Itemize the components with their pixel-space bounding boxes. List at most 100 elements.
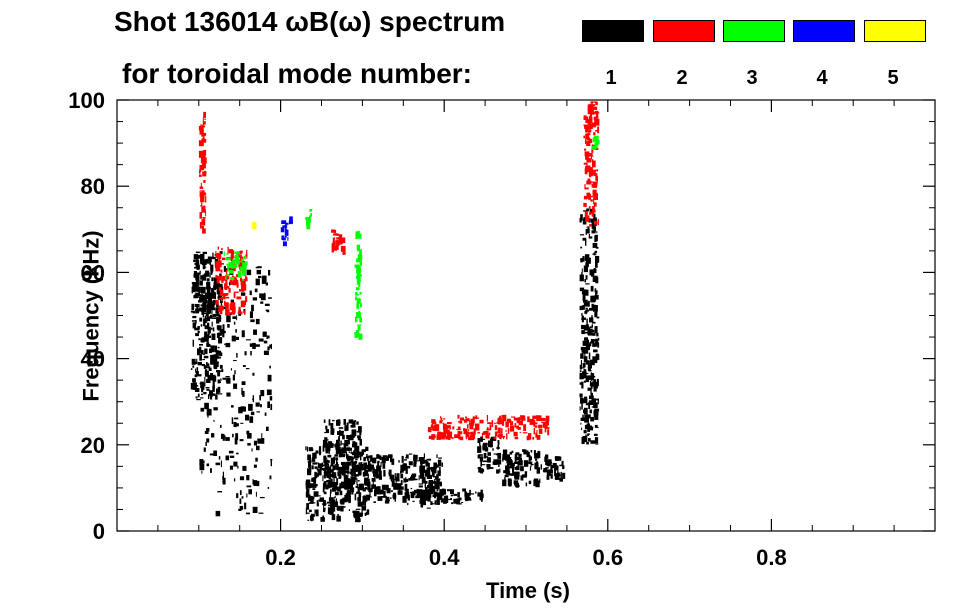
spectrum-point	[232, 316, 237, 319]
spectrum-point	[585, 127, 588, 133]
spectrum-point	[427, 485, 432, 488]
spectrum-point	[535, 458, 538, 461]
spectrum-point	[196, 358, 198, 364]
spectrum-point	[215, 313, 220, 317]
spectrum-point	[358, 495, 361, 502]
spectrum-point	[245, 278, 248, 282]
spectrum-point	[581, 402, 583, 410]
spectrum-point	[493, 459, 498, 462]
spectrum-point	[457, 414, 460, 419]
spectrum-point	[497, 440, 499, 444]
spectrum-point	[588, 127, 590, 133]
spectrum-point	[384, 473, 386, 476]
spectrum-point	[217, 386, 221, 393]
spectrum-point	[343, 474, 348, 477]
spectrum-point	[225, 296, 230, 299]
spectrum-point	[350, 479, 355, 484]
spectrum-point	[354, 447, 358, 451]
spectrum-point	[591, 230, 596, 234]
spectrum-point	[579, 367, 585, 369]
spectrum-point	[588, 117, 593, 123]
spectrum-point	[200, 397, 204, 399]
spectrum-point	[232, 250, 235, 254]
spectrum-point	[336, 486, 341, 492]
spectrum-point	[533, 418, 535, 423]
spectrum-point	[451, 502, 454, 505]
spectrum-point	[486, 464, 491, 468]
spectrum-point	[585, 360, 590, 365]
spectrum-point	[199, 346, 202, 354]
spectrum-point	[194, 267, 199, 269]
spectrum-point	[233, 279, 239, 286]
spectrum-point	[423, 453, 425, 458]
spectrum-point	[521, 476, 526, 478]
spectrum-point	[230, 277, 235, 281]
spectrum-point	[232, 276, 236, 281]
spectrum-point	[586, 180, 592, 185]
spectrum-point	[200, 258, 204, 265]
spectrum-point	[459, 436, 464, 441]
spectrum-point	[591, 183, 593, 188]
spectrum-point	[204, 331, 208, 338]
spectrum-point	[384, 457, 388, 461]
spectrum-point	[260, 293, 266, 301]
spectrum-point	[579, 406, 581, 411]
spectrum-point	[585, 171, 587, 173]
spectrum-point	[336, 478, 339, 486]
spectrum-point	[284, 236, 287, 238]
spectrum-point	[223, 293, 226, 300]
spectrum-point	[337, 472, 339, 476]
spectrum-point	[502, 454, 508, 460]
spectrum-point	[306, 446, 308, 452]
x-axis-label: Time (s)	[486, 578, 570, 603]
spectrum-point	[390, 457, 392, 463]
spectrum-point	[439, 420, 442, 424]
spectrum-point	[562, 465, 565, 470]
spectrum-point	[490, 438, 493, 445]
spectrum-point	[222, 333, 225, 338]
spectrum-point	[229, 270, 234, 274]
spectrum-point	[448, 432, 451, 438]
spectrum-point	[591, 210, 594, 217]
spectrum-point	[217, 275, 222, 281]
spectrum-point	[442, 418, 446, 420]
spectrum-point	[591, 147, 594, 153]
spectrum-point	[344, 426, 347, 432]
spectrum-point	[242, 465, 247, 471]
spectrum-point	[232, 264, 238, 268]
spectrum-point	[591, 159, 594, 163]
spectrum-point	[213, 286, 218, 288]
spectrum-point	[419, 499, 423, 504]
spectrum-point	[523, 424, 527, 431]
spectrum-point	[419, 496, 424, 498]
spectrum-point	[441, 433, 447, 438]
spectrum-point	[404, 459, 407, 461]
spectrum-point	[211, 393, 216, 396]
spectrum-point	[348, 446, 350, 451]
spectrum-point	[463, 428, 468, 435]
spectrum-point	[436, 434, 441, 440]
spectrum-point	[235, 260, 240, 265]
spectrum-point	[453, 499, 458, 504]
spectrum-point	[592, 332, 596, 336]
spectrum-point	[199, 222, 202, 229]
spectrum-point	[236, 353, 238, 358]
spectrum-point	[432, 481, 436, 484]
spectrum-point	[584, 211, 588, 218]
spectrum-point	[219, 251, 223, 255]
spectrum-point	[582, 436, 588, 443]
spectrum-point	[376, 465, 382, 472]
spectrum-point	[233, 360, 237, 362]
spectrum-point	[584, 407, 588, 415]
series-2-region-1	[215, 246, 248, 316]
spectrum-point	[237, 254, 242, 258]
spectrum-point	[590, 101, 594, 104]
spectrum-point	[216, 356, 221, 359]
spectrum-point	[195, 308, 200, 314]
spectrum-point	[405, 454, 409, 459]
spectrum-point	[449, 431, 453, 439]
spectrum-point	[330, 462, 333, 466]
spectrum-point	[346, 454, 349, 460]
spectrum-point	[199, 354, 202, 361]
spectrum-point	[229, 279, 233, 284]
